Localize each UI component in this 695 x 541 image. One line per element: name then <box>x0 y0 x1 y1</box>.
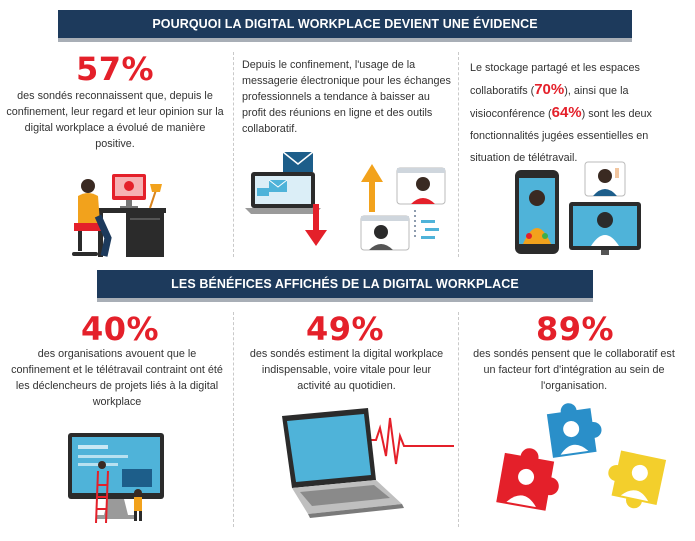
divider <box>233 312 234 527</box>
person-at-desk-illustration <box>72 174 166 257</box>
stat-40-description: des organisations avouent que le confine… <box>11 348 223 408</box>
email-usage-text: Depuis le confinement, l'usage de la mes… <box>242 59 451 135</box>
stat-49-description: des sondés estiment la digital workplace… <box>249 348 444 392</box>
stat-40: 40% <box>80 310 160 348</box>
stat-70: 70% <box>534 81 565 98</box>
divider <box>458 312 459 527</box>
text-part: Le stockage partagé et les espaces colla… <box>470 62 640 97</box>
text-part: ) sont les deux fonctionnalités jugées e… <box>470 108 652 164</box>
stat-57: 57% <box>75 50 155 88</box>
stat-49: 49% <box>305 310 385 348</box>
section1-title: POURQUOI LA DIGITAL WORKPLACE DEVIENT UN… <box>58 10 632 42</box>
text-part: ), ainsi que la visioconférence ( <box>470 85 629 120</box>
section2-title: LES BÉNÉFICES AFFICHÉS DE LA DIGITAL WOR… <box>97 270 593 302</box>
stat-89: 89% <box>535 310 615 348</box>
divider <box>458 52 459 257</box>
monitor-team-illustration <box>68 433 164 524</box>
divider <box>233 52 234 257</box>
stat-89-description: des sondés pensent que le collaboratif e… <box>473 348 675 392</box>
email-laptop-illustration <box>245 151 446 251</box>
laptop-heartbeat-illustration <box>282 408 454 518</box>
stat-57-description: des sondés reconnaissent que, depuis le … <box>6 90 224 150</box>
puzzle-pieces-illustration <box>496 403 667 511</box>
stat-64: 64% <box>551 104 582 121</box>
shared-storage-text: Le stockage partagé et les espaces colla… <box>470 57 685 169</box>
videoconference-illustration <box>515 161 641 255</box>
